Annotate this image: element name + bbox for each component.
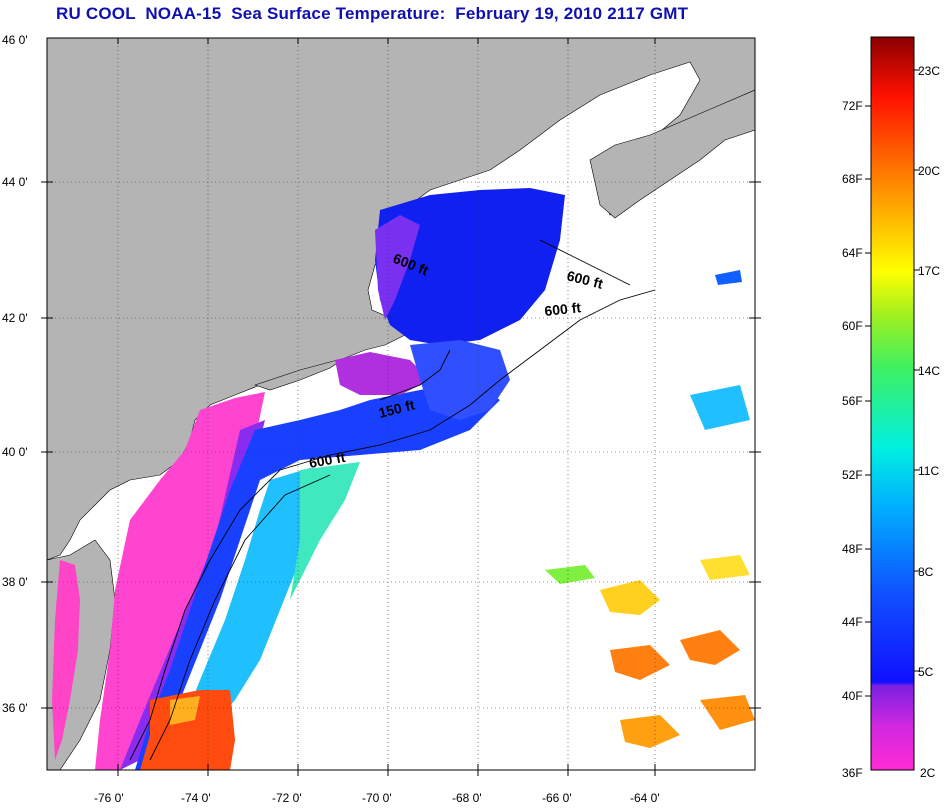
- lon-tick-label: -72 0': [272, 791, 302, 805]
- colorbar-f-label: 60F: [842, 319, 863, 333]
- colorbar-f-label: 56F: [842, 394, 863, 408]
- lon-tick-label: -70 0': [362, 791, 392, 805]
- lat-tick-label: 42 0': [2, 311, 28, 325]
- map-ticks: [41, 38, 761, 776]
- colorbar-f-label: 48F: [842, 542, 863, 556]
- lat-tick-label: 38 0': [2, 575, 28, 589]
- colorbar-c-label: 11C: [918, 464, 939, 478]
- colorbar-f-label: 52F: [842, 468, 863, 482]
- lon-tick-label: -64 0': [630, 791, 660, 805]
- map-frame: [46, 37, 756, 771]
- map-title: RU COOL NOAA-15 Sea Surface Temperature:…: [56, 4, 689, 23]
- colorbar-c-label: 20C: [918, 164, 940, 178]
- lat-tick-label: 36 0': [2, 701, 28, 715]
- colorbar-c-label: 23C: [918, 64, 940, 78]
- lat-tick-label: 46 0': [2, 33, 28, 47]
- colorbar-f-label: 44F: [842, 615, 863, 629]
- colorbar: [870, 36, 915, 771]
- lon-tick-label: -76 0': [94, 791, 124, 805]
- chesapeake-bay: [52, 560, 80, 760]
- colorbar-c-label: 8C: [918, 565, 934, 579]
- colorbar-c-label: 2C: [920, 766, 936, 780]
- colorbar-f-label: 40F: [842, 689, 863, 703]
- lon-tick-label: -68 0': [452, 791, 482, 805]
- lon-tick-label: -74 0': [181, 791, 211, 805]
- colorbar-f-label: 68F: [842, 172, 863, 186]
- contour-label: 600 ft: [544, 299, 582, 319]
- colorbar-c-label: 17C: [918, 264, 940, 278]
- colorbar-f-label: 64F: [842, 246, 863, 260]
- colorbar-f-label: 36F: [842, 766, 863, 780]
- contour-label: 600 ft: [308, 449, 347, 471]
- lat-tick-label: 40 0': [2, 445, 28, 459]
- lat-tick-label: 44 0': [2, 175, 28, 189]
- colorbar-f-label: 72F: [842, 99, 863, 113]
- lon-tick-label: -66 0': [542, 791, 572, 805]
- colorbar-c-label: 14C: [918, 364, 940, 378]
- bathymetry-contours: [129, 239, 656, 761]
- land-nova-scotia: [589, 89, 755, 219]
- colorbar-ticks: [865, 69, 920, 697]
- colorbar-c-label: 5C: [918, 665, 934, 679]
